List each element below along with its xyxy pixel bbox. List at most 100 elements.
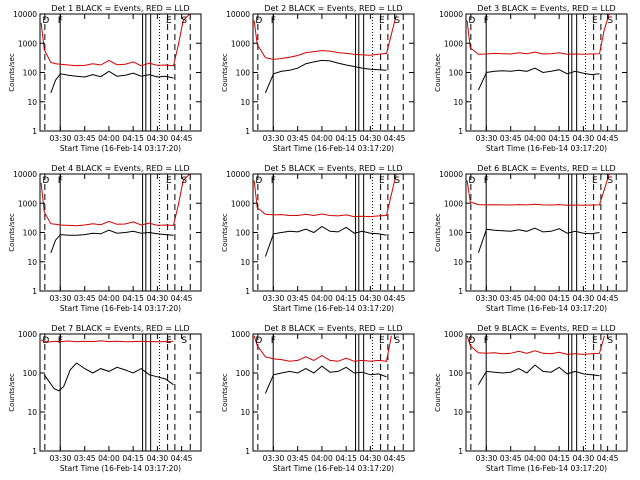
flag-label-d: D bbox=[468, 336, 475, 346]
flag-label-f: F bbox=[484, 176, 489, 186]
flag-label-f: F bbox=[58, 16, 63, 26]
flag-label-d: D bbox=[468, 176, 475, 186]
series-line-events bbox=[264, 225, 387, 257]
series-line-lld bbox=[466, 173, 610, 206]
x-tick-label: 04:15 bbox=[122, 294, 144, 303]
flag-label-d: D bbox=[255, 176, 262, 186]
x-tick-label: 03:45 bbox=[287, 454, 309, 463]
y-tick-label: 1 bbox=[32, 287, 37, 296]
y-tick-label: 10 bbox=[240, 98, 250, 107]
x-tick-label: 04:00 bbox=[98, 454, 120, 463]
y-axis-label: Counts/sec bbox=[221, 53, 229, 92]
flag-label-s: S bbox=[607, 336, 613, 346]
x-tick-label: 03:45 bbox=[500, 294, 522, 303]
x-tick-label: 04:30 bbox=[360, 294, 382, 303]
flag-label-e: E bbox=[379, 16, 385, 26]
x-tick-label: 04:15 bbox=[335, 294, 357, 303]
series-line-lld bbox=[40, 13, 191, 67]
flag-label-s: S bbox=[607, 16, 613, 26]
y-tick-label: 10000 bbox=[439, 10, 463, 19]
y-axis-label: Counts/sec bbox=[221, 213, 229, 252]
y-tick-label: 1000 bbox=[444, 330, 463, 339]
series-line-events bbox=[264, 365, 387, 394]
x-tick-label: 04:30 bbox=[573, 294, 595, 303]
y-tick-label: 1 bbox=[458, 287, 463, 296]
x-tick-label: 04:30 bbox=[573, 454, 595, 463]
y-tick-label: 100 bbox=[23, 229, 38, 238]
y-tick-label: 100 bbox=[23, 369, 38, 378]
flag-label-d: D bbox=[42, 336, 49, 346]
series-line-lld bbox=[253, 335, 392, 362]
y-tick-label: 10 bbox=[240, 258, 250, 267]
series-line-events bbox=[264, 59, 387, 94]
y-tick-label: 100 bbox=[449, 229, 464, 238]
panel-det-2: 1 10 100 1000 10000 03:30 03:45 04:00 04:15 04:30… bbox=[221, 4, 415, 153]
plot-frame bbox=[465, 13, 628, 132]
flag-label-f: F bbox=[271, 176, 276, 186]
flag-label-e: E bbox=[592, 176, 598, 186]
flag-label-f: F bbox=[484, 16, 489, 26]
flag-label-s: S bbox=[181, 16, 187, 26]
x-axis-label: Start Time (16-Feb-14 03:17:20) bbox=[486, 144, 607, 153]
y-tick-label: 10000 bbox=[226, 10, 250, 19]
flag-label-e: E bbox=[166, 336, 172, 346]
x-tick-label: 03:30 bbox=[476, 454, 498, 463]
x-tick-label: 03:30 bbox=[476, 134, 498, 143]
x-tick-label: 04:00 bbox=[524, 454, 546, 463]
flag-label-e: E bbox=[379, 336, 385, 346]
y-tick-label: 10000 bbox=[13, 10, 37, 19]
panel-title: Det 6 BLACK = Events, RED = LLD bbox=[477, 164, 615, 173]
x-axis-label: Start Time (16-Feb-14 03:17:20) bbox=[60, 144, 181, 153]
flag-label-s: S bbox=[394, 336, 400, 346]
x-tick-label: 03:45 bbox=[74, 294, 96, 303]
y-tick-label: 100 bbox=[236, 229, 251, 238]
x-tick-label: 04:00 bbox=[98, 134, 120, 143]
series-line-events bbox=[50, 229, 174, 254]
series-line-events bbox=[477, 364, 600, 385]
flag-label-s: S bbox=[394, 16, 400, 26]
y-tick-label: 1 bbox=[32, 447, 37, 456]
plot-frame bbox=[465, 173, 628, 292]
x-tick-label: 04:30 bbox=[147, 294, 169, 303]
series-line-events bbox=[50, 70, 174, 94]
y-tick-label: 1000 bbox=[18, 330, 37, 339]
flag-label-d: D bbox=[255, 16, 262, 26]
series-line-lld bbox=[40, 173, 191, 227]
x-axis-label: Start Time (16-Feb-14 03:17:20) bbox=[486, 464, 607, 473]
x-tick-label: 03:30 bbox=[263, 134, 285, 143]
panel-det-4: 1 10 100 1000 10000 03:30 03:45 04:00 04:15 04:30… bbox=[8, 164, 202, 313]
y-tick-label: 10 bbox=[453, 258, 463, 267]
flag-label-s: S bbox=[181, 336, 187, 346]
x-tick-label: 04:00 bbox=[98, 294, 120, 303]
x-tick-label: 04:00 bbox=[524, 294, 546, 303]
y-tick-label: 1 bbox=[245, 287, 250, 296]
flag-label-e: E bbox=[166, 176, 172, 186]
x-axis-label: Start Time (16-Feb-14 03:17:20) bbox=[60, 304, 181, 313]
x-tick-label: 04:45 bbox=[171, 454, 193, 463]
x-tick-label: 04:30 bbox=[147, 134, 169, 143]
x-tick-label: 04:15 bbox=[548, 454, 570, 463]
panel-title: Det 9 BLACK = Events, RED = LLD bbox=[477, 324, 615, 333]
x-tick-label: 04:15 bbox=[335, 454, 357, 463]
x-tick-label: 04:15 bbox=[548, 294, 570, 303]
y-axis-label: Counts/sec bbox=[8, 53, 16, 92]
flag-label-s: S bbox=[394, 176, 400, 186]
x-tick-label: 04:45 bbox=[597, 294, 619, 303]
x-tick-label: 04:15 bbox=[548, 134, 570, 143]
flag-label-d: D bbox=[468, 16, 475, 26]
flag-label-e: E bbox=[166, 16, 172, 26]
x-axis-label: Start Time (16-Feb-14 03:17:20) bbox=[273, 464, 394, 473]
x-tick-label: 03:30 bbox=[263, 294, 285, 303]
x-tick-label: 03:30 bbox=[50, 134, 72, 143]
x-tick-label: 04:45 bbox=[384, 134, 406, 143]
x-tick-label: 04:45 bbox=[384, 454, 406, 463]
panel-title: Det 1 BLACK = Events, RED = LLD bbox=[51, 4, 189, 13]
flag-label-f: F bbox=[58, 176, 63, 186]
x-tick-label: 03:45 bbox=[287, 294, 309, 303]
y-tick-label: 10000 bbox=[226, 170, 250, 179]
flag-label-s: S bbox=[607, 176, 613, 186]
panel-det-7: 1 10 100 1000 03:30 03:45 04:00 04:15 04:30 04:45… bbox=[8, 324, 202, 473]
x-tick-label: 04:45 bbox=[597, 134, 619, 143]
flag-label-e: E bbox=[592, 16, 598, 26]
panel-det-1: 1 10 100 1000 10000 03:30 03:45 04:00 04:15 04:30… bbox=[8, 4, 202, 153]
